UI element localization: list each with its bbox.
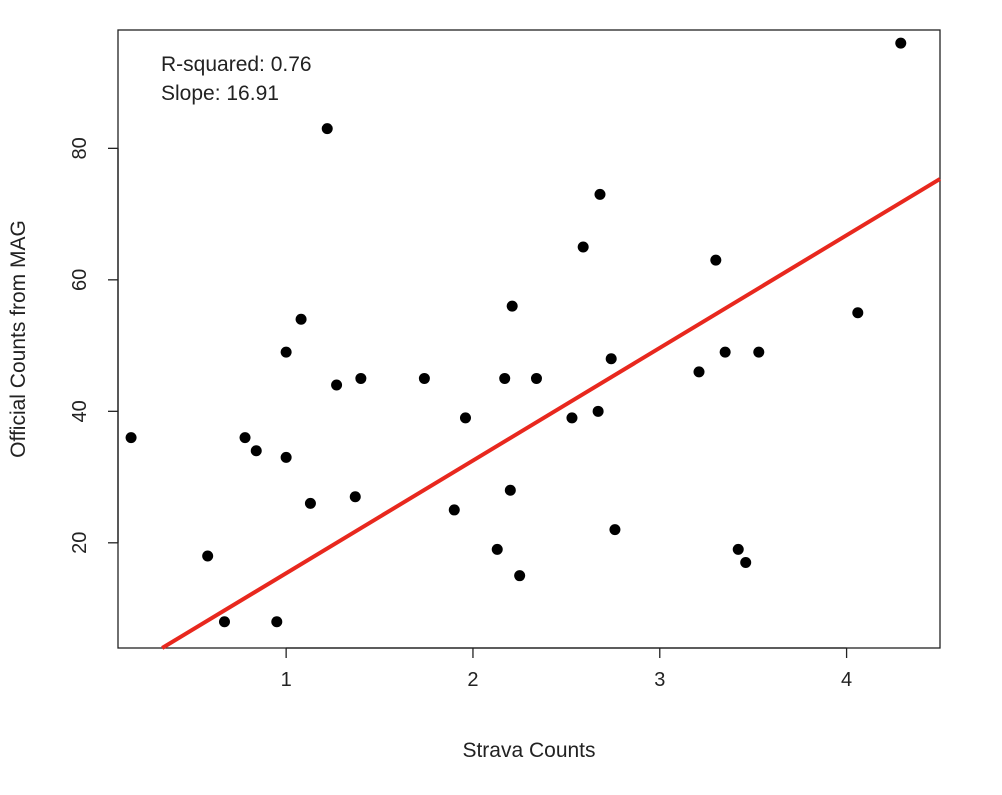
data-point <box>271 616 283 628</box>
x-axis: 1 2 3 4 <box>281 647 852 691</box>
data-point <box>218 616 230 628</box>
data-point <box>349 491 361 503</box>
data-point <box>125 432 137 444</box>
y-tick-label: 20 <box>69 532 91 554</box>
data-point <box>609 524 621 536</box>
data-point <box>491 543 503 555</box>
data-point <box>304 497 316 509</box>
data-point <box>566 412 578 424</box>
x-tick-label: 4 <box>841 669 852 691</box>
data-point <box>499 372 511 384</box>
data-point <box>202 550 214 562</box>
x-tick-label: 2 <box>467 669 478 691</box>
data-point <box>753 346 765 358</box>
plot-frame <box>117 29 941 649</box>
data-point <box>250 445 262 457</box>
data-point <box>719 346 731 358</box>
x-axis-title: Strava Counts <box>462 739 595 762</box>
data-point <box>732 543 744 555</box>
data-point <box>506 300 518 312</box>
data-point <box>239 432 251 444</box>
data-point <box>321 123 333 135</box>
data-point <box>514 570 526 582</box>
regression-line <box>161 177 942 650</box>
y-tick-label: 60 <box>69 269 91 291</box>
data-point <box>594 188 606 200</box>
data-point <box>530 372 542 384</box>
data-point <box>895 37 907 49</box>
data-point <box>740 557 752 569</box>
data-points <box>125 37 907 628</box>
y-axis: 20 40 60 80 <box>69 137 119 554</box>
data-point <box>592 405 604 417</box>
data-point <box>710 254 722 266</box>
data-point <box>852 307 864 319</box>
data-point <box>280 346 292 358</box>
x-tick-label: 1 <box>281 669 292 691</box>
slope-annotation: Slope: 16.91 <box>161 82 279 105</box>
y-tick-label: 80 <box>69 137 91 159</box>
data-point <box>605 353 617 365</box>
data-point <box>693 366 705 378</box>
r-squared-annotation: R-squared: 0.76 <box>161 53 312 76</box>
data-point <box>504 484 516 496</box>
y-tick-label: 40 <box>69 400 91 422</box>
data-point <box>355 372 367 384</box>
data-point <box>295 313 307 325</box>
data-point <box>418 372 430 384</box>
data-point <box>459 412 471 424</box>
y-axis-title: Official Counts from MAG <box>7 220 30 458</box>
data-point <box>280 451 292 463</box>
data-point <box>448 504 460 516</box>
data-point <box>331 379 343 391</box>
data-point <box>577 241 589 253</box>
x-tick-label: 3 <box>654 669 665 691</box>
